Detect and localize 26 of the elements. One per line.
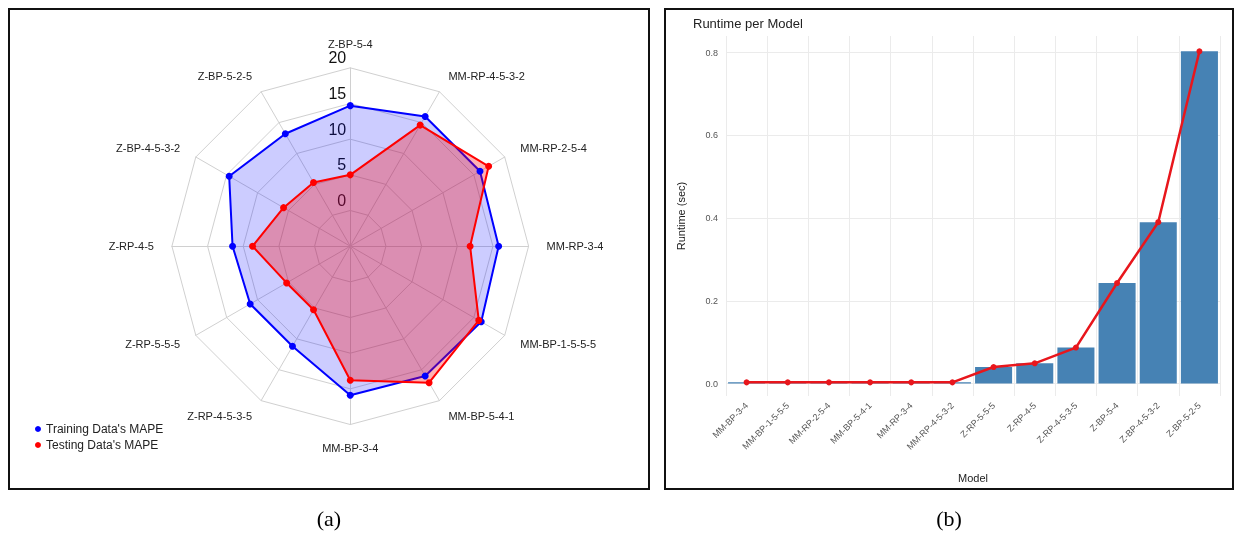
y-tick-label: 0.4: [705, 213, 718, 224]
y-tick-label: 0: [337, 192, 347, 210]
spoke-label: MM-RP-2-5-4: [520, 142, 587, 155]
x-axis-title: Model: [958, 471, 988, 484]
chart-title: Runtime per Model: [693, 16, 803, 31]
legend-label: Testing Data's MAPE: [46, 438, 159, 452]
spoke-label: MM-BP-1-5-5-5: [520, 338, 597, 351]
spoke-label: Z-RP-5-5-5: [125, 338, 181, 351]
legend-label: Training Data's MAPE: [46, 422, 164, 436]
y-axis-title: Runtime (sec): [674, 181, 687, 251]
text: (b): [936, 506, 962, 532]
y-tick-label: 0.6: [705, 130, 718, 141]
spoke-label: Z-BP-4-5-3-2: [116, 142, 181, 155]
spoke-label: Z-BP-5-4: [327, 38, 373, 51]
text: (a): [316, 506, 342, 532]
spoke-label: MM-RP-3-4: [546, 240, 604, 253]
spoke-label: MM-RP-4-5-3-2: [448, 70, 525, 83]
y-tick-label: 15: [328, 85, 347, 103]
y-tick-label: 20: [328, 49, 347, 67]
y-tick-label: 0.0: [705, 378, 718, 389]
y-tick-label: 0.8: [705, 47, 718, 58]
y-tick-label: 5: [337, 156, 347, 174]
spoke-label: Z-BP-5-2-5: [197, 70, 253, 83]
y-tick-label: 10: [328, 120, 347, 138]
y-tick-label: 0.2: [705, 295, 718, 306]
spoke-label: Z-RP-4-5: [108, 240, 154, 253]
